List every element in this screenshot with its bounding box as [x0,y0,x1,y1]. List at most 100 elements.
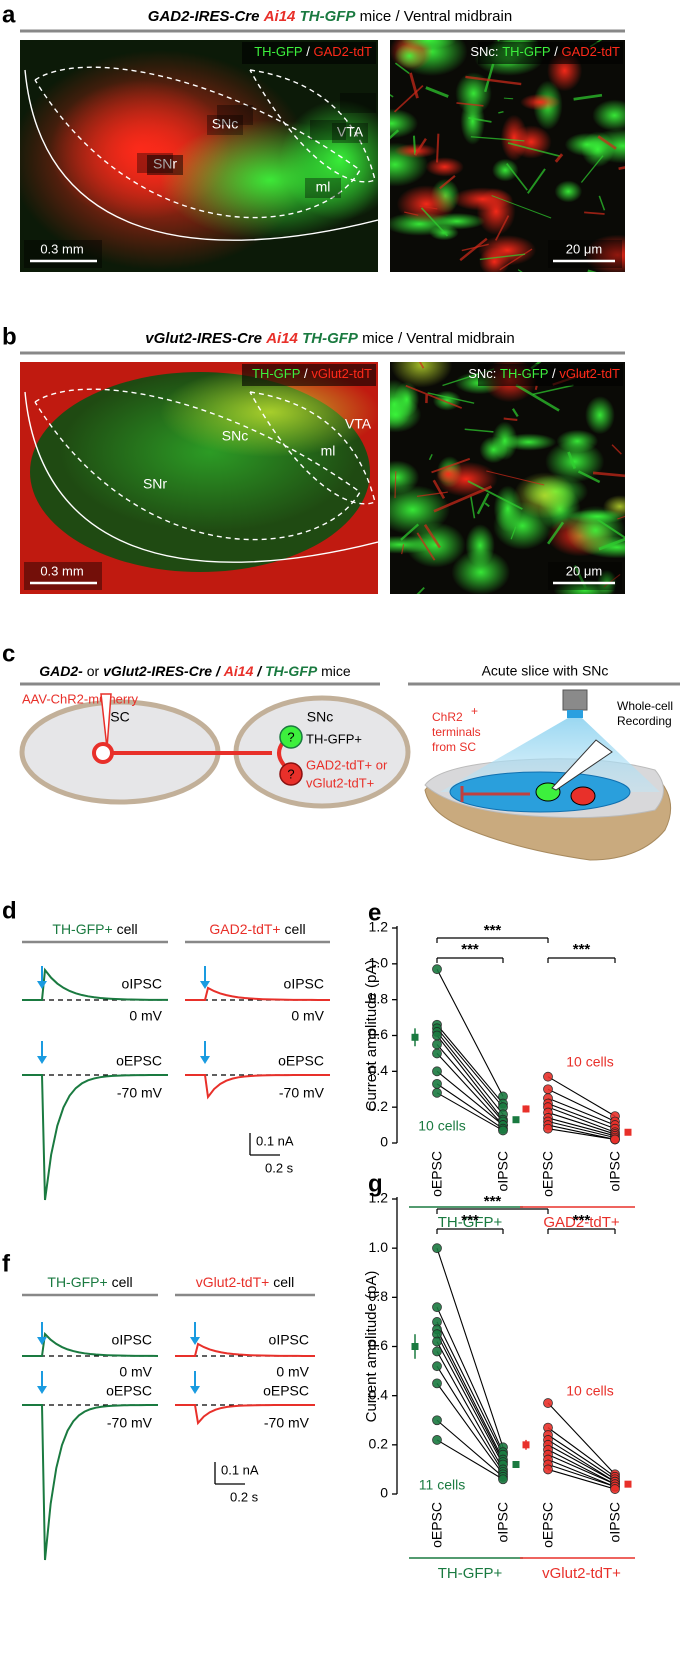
fiber [418,362,425,369]
cell [588,128,625,164]
cell [491,421,518,461]
cell [465,524,495,567]
virus-label: AAV-ChR2-mCherry [22,691,139,706]
pair-line [547,1112,616,1135]
stim-arrow-head [37,1056,47,1064]
trace-header: TH-GFP+ cell [52,921,137,937]
region-label: SNc [212,116,238,132]
region-bg [217,105,253,125]
text-part: TH-GFP+ [47,1274,107,1290]
y-tick-label: 1.0 [369,955,389,971]
mean-marker [512,1116,520,1124]
text-part: GAD2-tdT [313,44,372,59]
text-part: GAD2-IRES-Cre [148,8,260,25]
mean-marker [522,1105,530,1113]
cell [565,505,625,555]
trace [22,967,169,1001]
fiber [470,496,476,519]
fiber [425,86,449,98]
injection-needle [100,693,112,749]
slice-label: + [471,704,478,718]
slice-label: Whole-cell [617,699,673,713]
light-beam [440,718,660,792]
trace-label: oIPSC [112,1332,152,1348]
text-part: vGlut2-tdT [559,366,620,381]
scale-label: 0.2 s [230,1489,259,1504]
region-label: ml [316,179,331,195]
outline [24,69,378,241]
cell-label: TH-GFP+ [306,731,362,746]
pair-line [547,1076,616,1117]
y-tick-label: 0.8 [369,990,389,1006]
pair-line [547,1128,616,1140]
slice-label: from SC [432,740,476,754]
x-tick-label: oEPSC [540,1502,556,1548]
fiber [431,457,471,474]
region-bg [207,115,243,135]
slice-label: terminals [432,725,481,739]
annotation: 10 cells [566,1054,613,1070]
scale-label: 0.1 nA [221,1462,259,1477]
text-part: / [215,663,222,679]
pair-line [547,1463,616,1488]
region-bg [147,155,183,175]
cell-green [279,725,303,749]
sig-label: *** [484,922,502,939]
trace-label: 0 mV [129,1008,162,1024]
cell [432,390,462,411]
y-tick-label: 1.0 [369,1239,389,1255]
trace-label: oEPSC [106,1383,152,1399]
fiber [532,384,574,396]
pair-line [436,1031,504,1115]
fiber [439,174,456,190]
region-label: SNc [307,709,333,725]
fiber [428,454,433,461]
fiber [394,471,397,499]
title: GAD2-IRES-Cre Ai14 TH-GFP mice / Ventral mi… [148,8,512,25]
region-label: SC [110,709,129,725]
pair-line [547,1120,616,1139]
text-part: or [87,663,100,679]
title: GAD2- or vGlut2-IRES-Cre / Ai14/TH-GFP mice [39,663,351,679]
point [498,1125,508,1136]
channel-legend: SNc: TH-GFP / GAD2-tdT [470,44,620,59]
pair-line [436,1024,504,1104]
fiber [534,385,538,391]
pair-line [436,1329,504,1460]
fiber [494,215,510,241]
scale-bg [548,562,622,590]
text-part: GAD2-tdT [561,44,620,59]
fiber [436,133,440,163]
stim-arrow-head [190,1386,200,1394]
point [432,1415,442,1426]
fiber [603,573,621,588]
slice-title: Acute slice with SNc [482,663,609,679]
point [432,1066,442,1077]
point [543,1398,553,1408]
pair-line [436,1321,504,1455]
fiber [414,138,427,156]
fiber [598,537,625,551]
fiber [573,565,587,589]
micrograph [20,40,378,272]
point [432,964,442,975]
fiber [507,142,561,158]
text-part: vGlut2-tdT [311,366,372,381]
fiber [486,470,545,486]
fiber [464,428,494,433]
fiber [468,116,492,123]
text-part: TH-GFP [254,44,302,59]
fiber [416,586,425,594]
pair-line [436,1247,504,1448]
red-cell [570,786,596,806]
pair-line [547,1124,616,1140]
y-axis-label: Current amplitude (pA) [363,1271,380,1423]
outline [34,388,361,541]
text-part: TH-GFP [265,663,318,679]
region-bg [137,153,173,173]
text-part: / [306,44,310,59]
cell [396,185,456,223]
pair-line [436,1365,504,1473]
point [432,1302,442,1313]
mean-marker [411,1343,419,1350]
